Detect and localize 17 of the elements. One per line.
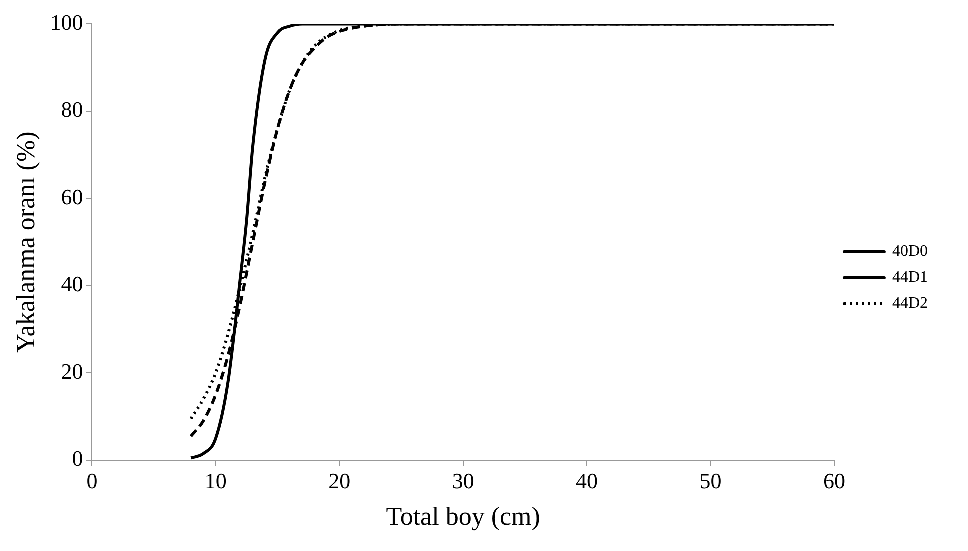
x-tick-label: 40 xyxy=(576,468,598,494)
legend-label: 40D0 xyxy=(892,243,928,260)
y-tick-label: 80 xyxy=(61,97,84,122)
y-axis-title: Yakalanma oranı (%) xyxy=(11,132,40,353)
y-tick-label: 0 xyxy=(72,446,84,472)
y-tick-label: 60 xyxy=(61,184,84,210)
legend-label: 44D1 xyxy=(892,269,928,286)
x-tick-label: 30 xyxy=(452,468,474,494)
y-tick-label: 40 xyxy=(61,272,84,297)
legend-label: 44D2 xyxy=(892,295,928,312)
x-tick-label: 60 xyxy=(823,468,846,494)
x-tick-label: 20 xyxy=(328,468,351,494)
x-tick-label: 50 xyxy=(700,468,722,494)
x-tick-label: 10 xyxy=(204,468,227,494)
y-tick-label: 100 xyxy=(50,10,84,35)
x-axis-title: Total boy (cm) xyxy=(386,502,540,532)
y-tick-label: 20 xyxy=(61,358,84,384)
